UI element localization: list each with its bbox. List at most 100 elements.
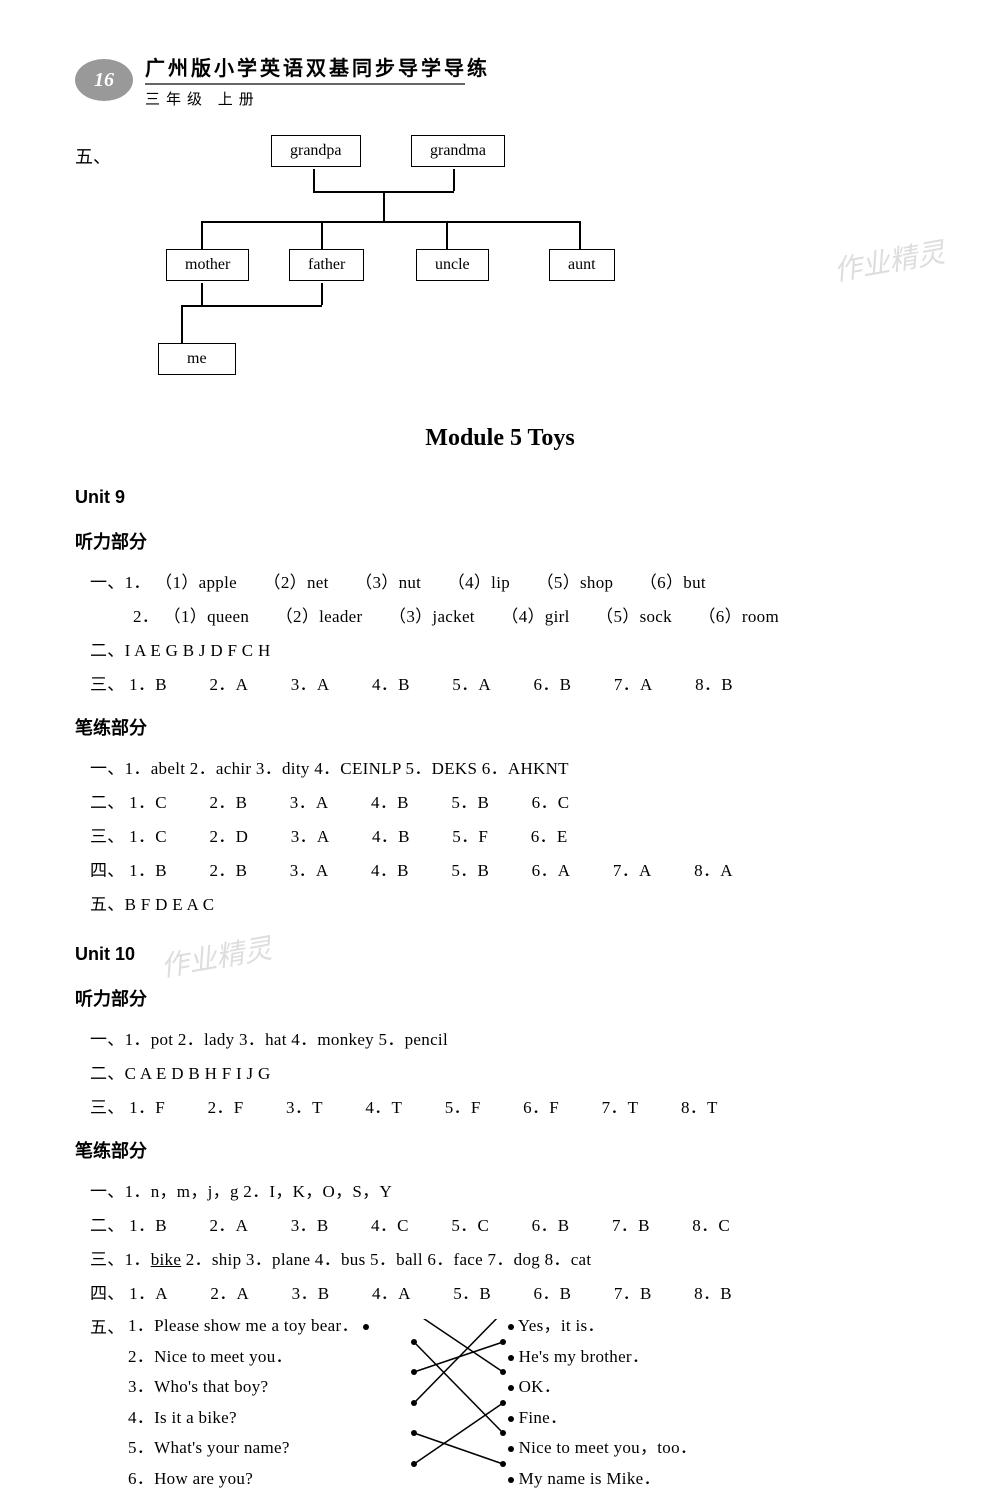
unit10-title: Unit 10	[75, 944, 925, 965]
u9-l1-i0: （1）apple	[155, 566, 237, 600]
u9-w3-i0: 1．C	[129, 820, 167, 854]
u10-w4-i7: 8．B	[694, 1277, 732, 1311]
page-number: 16	[94, 69, 114, 92]
u9-w4-i7: 8．A	[694, 854, 733, 888]
match-l2-text: 3．Who's that boy?	[128, 1377, 268, 1396]
dot-icon	[508, 1385, 514, 1391]
u9-l1-i1: （2）net	[264, 566, 329, 600]
u9-w5: 五、B F D E A C	[90, 888, 925, 922]
u9-w4-prefix: 四、	[90, 861, 125, 880]
u9-l1-i5: （6）but	[640, 566, 706, 600]
u9-w3-prefix: 三、	[90, 827, 125, 846]
match-l0: 1．Please show me a toy bear．	[128, 1311, 369, 1342]
u10-w3-rest: 2．ship 3．plane 4．bus 5．ball 6．face 7．dog…	[181, 1250, 591, 1269]
tree-grandma: grandma	[411, 135, 505, 167]
match-l5: 6．How are you?	[128, 1464, 369, 1495]
header-underline	[145, 83, 465, 85]
module-title: Module 5 Toys	[75, 425, 925, 452]
page-number-badge: 16	[75, 59, 133, 101]
u9-l2-i3: （4）girl	[501, 600, 569, 634]
section-five-label: 五、	[75, 143, 111, 169]
u10-w2-i1: 2．A	[209, 1209, 248, 1243]
u10-w4-i5: 6．B	[534, 1277, 572, 1311]
u10-w3-prefix: 三、	[90, 1250, 125, 1269]
u10-w3-bike: bike	[151, 1250, 181, 1269]
u9-l1-i3: （4）lip	[448, 566, 510, 600]
u9-w4-i0: 1．B	[129, 854, 167, 888]
u9-listen-1: 一、1． （1）apple （2）net （3）nut （4）lip （5）sh…	[90, 566, 925, 600]
u10-w4-i6: 7．B	[614, 1277, 652, 1311]
u9-w4-i5: 6．A	[532, 854, 571, 888]
u9-w3-i3: 4．B	[372, 820, 410, 854]
matching-lines	[411, 1319, 506, 1494]
u10-w5-prefix: 五、	[90, 1311, 125, 1345]
u9-w4-i4: 5．B	[451, 854, 489, 888]
match-r3: Fine．	[508, 1403, 697, 1434]
u10-w5: 五、 1．Please show me a toy bear． 2．Nice t…	[90, 1311, 925, 1501]
match-r2-text: OK．	[519, 1377, 561, 1396]
matching-left-col: 1．Please show me a toy bear． 2．Nice to m…	[128, 1311, 369, 1495]
unit9-listening-title: 听力部分	[75, 528, 925, 554]
u9-w1: 一、1．abelt 2．achir 3．dity 4．CEINLP 5．DEKS…	[90, 752, 925, 786]
matching-container: 1．Please show me a toy bear． 2．Nice to m…	[128, 1311, 925, 1501]
match-r5: My name is Mike．	[508, 1464, 697, 1495]
u10-l1: 一、1．pot 2．lady 3．hat 4．monkey 5．pencil	[90, 1023, 925, 1057]
match-l5-text: 6．How are you?	[128, 1469, 253, 1488]
u9-w3-i2: 3．A	[291, 820, 330, 854]
u9-w4-i3: 4．B	[371, 854, 409, 888]
match-r3-text: Fine．	[519, 1408, 568, 1427]
u10-w2-i3: 4．C	[371, 1209, 409, 1243]
u10-l3-i0: 1．F	[129, 1091, 165, 1125]
u9-listen-4: 三、 1．B 2．A 3．A 4．B 5．A 6．B 7．A 8．B	[90, 668, 925, 702]
tree-mother: mother	[166, 249, 249, 281]
u10-w2: 二、 1．B 2．A 3．B 4．C 5．C 6．B 7．B 8．C	[90, 1209, 925, 1243]
u10-w1: 一、1．n，m，j，g 2．I，K，O，S，Y	[90, 1175, 925, 1209]
tree-aunt: aunt	[549, 249, 615, 281]
u10-w4-i3: 4．A	[372, 1277, 411, 1311]
u9-l2-i1: （2）leader	[276, 600, 363, 634]
u9-w2-i5: 6．C	[532, 786, 570, 820]
u10-l3-prefix: 三、	[90, 1098, 125, 1117]
u9-w3-i1: 2．D	[209, 820, 248, 854]
u10-w2-i7: 8．C	[692, 1209, 730, 1243]
match-l3: 4．Is it a bike?	[128, 1403, 369, 1434]
u9-l1-i2: （3）nut	[355, 566, 421, 600]
u9-w3-i4: 5．F	[452, 820, 488, 854]
header-title-wrap: 广州版小学英语双基同步导学导练 三年级 上册	[145, 52, 490, 109]
match-r5-text: My name is Mike．	[519, 1469, 661, 1488]
u9-l4-i5: 6．B	[534, 668, 572, 702]
u10-w4: 四、 1．A 2．A 3．B 4．A 5．B 6．B 7．B 8．B	[90, 1277, 925, 1311]
u9-w4: 四、 1．B 2．B 3．A 4．B 5．B 6．A 7．A 8．A	[90, 854, 925, 888]
u9-w4-i6: 7．A	[613, 854, 652, 888]
family-tree: grandpa grandma mother father uncle aunt…	[121, 125, 741, 405]
u10-w2-prefix: 二、	[90, 1216, 125, 1235]
dot-icon	[508, 1446, 514, 1452]
u10-w4-i1: 2．A	[210, 1277, 249, 1311]
match-r0-text: Yes，it is．	[518, 1316, 605, 1335]
u9-l4-i7: 8．B	[695, 668, 733, 702]
u9-w2: 二、 1．C 2．B 3．A 4．B 5．B 6．C	[90, 786, 925, 820]
u9-l1-i4: （5）shop	[537, 566, 614, 600]
u9-listen-3: 二、I A E G B J D F C H	[90, 634, 925, 668]
u9-w2-i0: 1．C	[129, 786, 167, 820]
u10-w4-i0: 1．A	[129, 1277, 168, 1311]
dot-icon	[363, 1324, 369, 1330]
u10-l3: 三、 1．F 2．F 3．T 4．T 5．F 6．F 7．T 8．T	[90, 1091, 925, 1125]
u9-l4-i2: 3．A	[291, 668, 330, 702]
u10-l2: 二、C A E D B H F I J G	[90, 1057, 925, 1091]
u10-w4-prefix: 四、	[90, 1284, 125, 1303]
match-l1-text: 2．Nice to meet you．	[128, 1347, 293, 1366]
u9-w2-i2: 3．A	[290, 786, 329, 820]
dot-icon	[508, 1477, 514, 1483]
tree-father: father	[289, 249, 364, 281]
u9-w4-i2: 3．A	[290, 854, 329, 888]
dot-icon	[508, 1324, 514, 1330]
u10-l3-i3: 4．T	[365, 1091, 402, 1125]
header-title: 广州版小学英语双基同步导学导练	[145, 52, 490, 81]
u9-w3: 三、 1．C 2．D 3．A 4．B 5．F 6．E	[90, 820, 925, 854]
u9-l4-i0: 1．B	[129, 668, 167, 702]
u9-listen-2: 2． （1）queen （2）leader （3）jacket （4）girl …	[133, 600, 925, 634]
match-r1-text: He's my brother．	[519, 1347, 650, 1366]
match-r2: OK．	[508, 1372, 697, 1403]
u9-l1-prefix: 一、1．	[90, 573, 151, 592]
